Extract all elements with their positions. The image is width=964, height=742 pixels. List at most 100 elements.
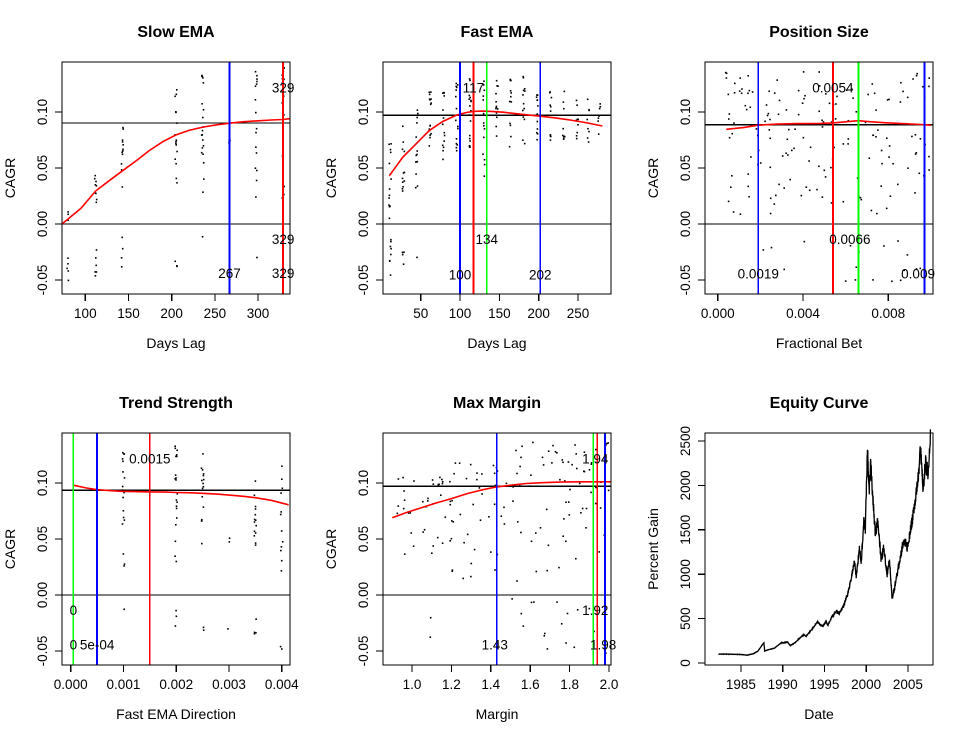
x-tick-label: 0.001: [107, 677, 141, 692]
panel-title: Position Size: [769, 24, 869, 41]
y-tick-label: 0.05: [35, 155, 50, 181]
x-tick-label: 0.004: [786, 306, 820, 321]
axis-ticks: [376, 111, 579, 301]
y-axis-label: Percent Gain: [645, 508, 661, 590]
panel-title: Equity Curve: [770, 395, 869, 412]
value-annotation: 329: [272, 232, 295, 247]
value-annotation: 1.98: [590, 637, 616, 652]
smooth-fit-curve: [73, 484, 289, 506]
y-tick-label: 0.00: [678, 211, 693, 237]
y-axis-label: CAGR: [645, 158, 661, 198]
panel-title: Trend Strength: [119, 395, 233, 412]
axis-ticks: [55, 482, 283, 672]
plot-box: [61, 61, 291, 295]
panel-position-size: Position Size Fractional Bet CAGR 0.000 0.00…: [645, 24, 935, 351]
x-axis-label: Fast EMA Direction: [116, 706, 236, 722]
value-annotation: 1.94: [582, 451, 609, 466]
y-tick-label: -0.05: [356, 636, 371, 667]
y-tick-label: 0.10: [678, 99, 693, 125]
scatter-points: [388, 75, 602, 276]
x-tick-label: 200: [527, 306, 550, 321]
y-axis-label: CAGR: [2, 529, 18, 569]
scatter-points: [66, 64, 285, 282]
x-tick-label: 1990: [768, 677, 798, 692]
value-annotation: 0.0015: [129, 451, 170, 466]
y-tick-label: 0.05: [356, 526, 371, 552]
y-tick-label: 0.00: [35, 211, 50, 237]
value-annotation: 0.0066: [829, 232, 870, 247]
x-tick-label: 200: [160, 306, 183, 321]
value-annotation: 5e-04: [80, 637, 115, 652]
panel-trend-strength: Trend Strength Fast EMA Direction CAGR 0.00…: [2, 395, 299, 722]
y-tick-label: 2000: [678, 470, 693, 500]
y-tick-label: 0: [678, 659, 693, 667]
y-tick-label: -0.05: [356, 265, 371, 296]
panel-max-margin: Max Margin Margin CGAR 1.0 1.2 1.4 1.6 1.8 2.0 -0…: [323, 395, 618, 722]
x-tick-label: 1.0: [403, 677, 422, 692]
y-tick-label: 2500: [678, 426, 693, 456]
y-tick-label: 1500: [678, 515, 693, 545]
x-tick-label: 0.002: [159, 677, 193, 692]
x-tick-label: 250: [567, 306, 590, 321]
x-tick-label: 0.004: [265, 677, 299, 692]
scatter-points: [121, 445, 284, 650]
y-tick-label: 0.00: [356, 211, 371, 237]
equity-line: [718, 429, 932, 657]
x-tick-label: 150: [488, 306, 511, 321]
x-tick-label: 0.008: [871, 306, 905, 321]
plot-box: [704, 432, 934, 666]
value-annotation: 329: [272, 266, 295, 281]
axis-ticks: [55, 111, 259, 301]
x-tick-label: 150: [117, 306, 140, 321]
value-annotation: 0.0054: [812, 80, 854, 95]
value-annotation: 134: [476, 232, 499, 247]
y-axis-label: CAGR: [323, 158, 339, 198]
x-tick-label: 100: [449, 306, 472, 321]
axis-ticks: [376, 482, 610, 672]
x-axis-label: Date: [804, 706, 834, 722]
plot-box: [382, 432, 612, 666]
panel-fast-ema: Fast EMA Days Lag CAGR 50 100 150 200 250 -0.05 0…: [323, 24, 612, 351]
smooth-fit-curve: [392, 481, 611, 519]
y-tick-label: -0.05: [35, 636, 50, 667]
smooth-fit-curve: [726, 119, 931, 131]
value-annotation: 202: [529, 267, 552, 282]
value-annotation: 0.0019: [738, 266, 779, 281]
y-tick-label: -0.05: [678, 265, 693, 296]
value-annotation: 1.43: [482, 637, 508, 652]
value-annotation: 329: [272, 80, 295, 95]
y-tick-label: 0.10: [356, 99, 371, 125]
x-tick-label: 250: [204, 306, 227, 321]
y-tick-label: 0.05: [356, 155, 371, 181]
value-annotation: 0: [70, 603, 78, 618]
y-tick-label: 0.10: [356, 470, 371, 496]
y-tick-label: 0.00: [35, 582, 50, 608]
x-tick-label: 300: [247, 306, 270, 321]
smooth-fit-curve: [388, 110, 603, 177]
axis-ticks: [698, 111, 889, 301]
y-axis-label: CAGR: [2, 158, 18, 198]
scatter-points: [724, 71, 930, 283]
plot-box: [704, 61, 934, 295]
x-tick-label: 0.000: [701, 306, 735, 321]
y-tick-label: 0.10: [35, 470, 50, 496]
y-tick-label: 0.05: [678, 155, 693, 181]
value-annotation: 267: [218, 266, 241, 281]
y-axis-label: CGAR: [323, 529, 339, 569]
x-tick-label: 0.003: [212, 677, 246, 692]
plot-box: [61, 432, 291, 666]
x-tick-label: 1.8: [560, 677, 579, 692]
x-tick-label: 1985: [726, 677, 756, 692]
y-tick-label: 1000: [678, 559, 693, 589]
x-tick-label: 1.4: [481, 677, 500, 692]
y-tick-label: 0.05: [35, 526, 50, 552]
x-tick-label: 0.000: [54, 677, 88, 692]
value-annotation: 0: [70, 637, 78, 652]
y-tick-label: 0.00: [356, 582, 371, 608]
x-tick-label: 1.6: [521, 677, 540, 692]
scatter-points: [396, 441, 610, 654]
value-annotation: 1.92: [582, 603, 608, 618]
y-tick-label: 0.10: [35, 99, 50, 125]
panel-title: Max Margin: [453, 395, 541, 412]
